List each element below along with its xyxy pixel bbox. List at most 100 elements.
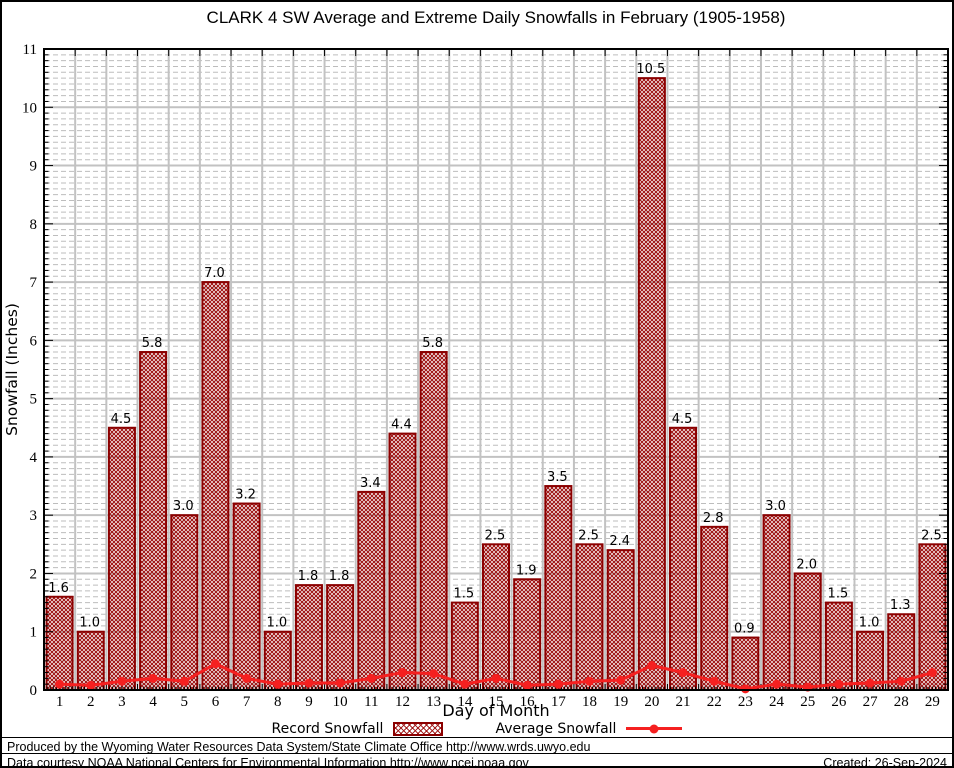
record-bar-day-15 <box>482 543 510 691</box>
record-bar-day-17 <box>544 485 573 691</box>
svg-text:3.4: 3.4 <box>360 476 381 491</box>
record-bar-day-5 <box>170 514 199 691</box>
svg-text:5: 5 <box>181 694 189 710</box>
svg-text:1.6: 1.6 <box>48 581 69 596</box>
record-bar-day-25 <box>793 572 822 691</box>
record-bar-day-11 <box>357 490 386 692</box>
svg-text:27: 27 <box>863 694 879 710</box>
svg-text:6: 6 <box>30 333 38 349</box>
svg-text:26: 26 <box>831 694 847 710</box>
svg-text:13: 13 <box>426 694 441 710</box>
chart-legend: Record Snowfall Average Snowfall <box>0 720 954 737</box>
svg-text:25: 25 <box>800 694 815 710</box>
svg-text:0.9: 0.9 <box>734 622 755 637</box>
svg-text:21: 21 <box>676 694 691 710</box>
svg-text:0: 0 <box>30 683 38 699</box>
svg-text:12: 12 <box>395 694 410 710</box>
footer-line2-text: Data courtesy NOAA National Centers for … <box>7 756 529 768</box>
plot-frame <box>43 48 949 691</box>
svg-text:3.0: 3.0 <box>173 499 194 514</box>
svg-text:11: 11 <box>23 42 37 58</box>
record-bar-day-12 <box>388 432 417 691</box>
svg-text:7: 7 <box>243 694 251 710</box>
grid-major <box>45 50 947 689</box>
svg-text:5.8: 5.8 <box>422 336 443 351</box>
record-bar-day-26 <box>824 601 853 691</box>
record-bar-day-3 <box>107 426 136 691</box>
svg-text:1.0: 1.0 <box>266 616 287 631</box>
svg-text:1.5: 1.5 <box>828 587 849 602</box>
average-line-swatch <box>626 724 683 733</box>
record-bar-day-23 <box>731 636 760 692</box>
footer-attribution-2: Data courtesy NOAA National Centers for … <box>0 753 954 768</box>
record-bar-day-9 <box>294 584 323 691</box>
svg-text:2: 2 <box>87 694 95 710</box>
svg-text:23: 23 <box>738 694 753 710</box>
record-bar-swatch <box>393 721 444 736</box>
svg-text:15: 15 <box>489 694 504 710</box>
svg-text:2: 2 <box>30 566 38 582</box>
record-bar-day-1 <box>45 595 74 691</box>
svg-text:1.8: 1.8 <box>329 569 350 584</box>
svg-text:5: 5 <box>30 392 38 408</box>
record-bar-day-4 <box>139 351 168 691</box>
svg-text:7: 7 <box>30 275 38 291</box>
svg-text:10: 10 <box>333 694 348 710</box>
svg-text:5.8: 5.8 <box>142 336 163 351</box>
footer-created-text: Created: 26-Sep-2024 <box>823 756 947 768</box>
svg-text:14: 14 <box>457 694 473 710</box>
record-bar-day-7 <box>232 502 261 692</box>
average-snowfall-markers <box>55 659 937 694</box>
svg-text:20: 20 <box>644 694 659 710</box>
svg-text:7.0: 7.0 <box>204 266 225 281</box>
svg-text:3.2: 3.2 <box>235 488 256 503</box>
svg-text:22: 22 <box>707 694 722 710</box>
record-bar-day-19 <box>606 549 635 691</box>
svg-text:6: 6 <box>212 694 220 710</box>
snowfall-chart-svg: 1.6 1.0 4.5 5.8 3.0 7.0 3.2 1.0 1.8 1.8 3.4 4.4 5.8 1… <box>3 42 949 710</box>
svg-text:1.5: 1.5 <box>453 587 474 602</box>
bar-value-labels: 1.6 1.0 4.5 5.8 3.0 7.0 3.2 1.0 1.8 1.8 3.4 4.4 5.8 1… <box>48 62 942 636</box>
svg-text:1: 1 <box>56 694 64 710</box>
legend-item-average: Average Snowfall <box>495 720 683 737</box>
svg-text:1.0: 1.0 <box>859 616 880 631</box>
record-bar-day-22 <box>700 525 729 691</box>
record-bar-day-10 <box>326 584 355 691</box>
record-bar-day-13 <box>419 351 448 691</box>
record-bar-day-6 <box>201 281 230 691</box>
svg-text:29: 29 <box>925 694 940 710</box>
svg-text:10.5: 10.5 <box>636 62 665 77</box>
svg-text:1: 1 <box>30 625 38 641</box>
record-snowfall-bars <box>45 77 947 692</box>
average-marker-dot <box>649 724 659 733</box>
svg-text:2.5: 2.5 <box>485 528 506 543</box>
svg-text:2.5: 2.5 <box>921 528 942 543</box>
legend-average-label: Average Snowfall <box>495 720 617 737</box>
svg-text:3: 3 <box>118 694 126 710</box>
svg-text:17: 17 <box>551 694 567 710</box>
y-tick-labels: 0 1 2 3 4 5 6 7 8 9 10 11 <box>22 42 38 699</box>
svg-text:4.4: 4.4 <box>391 418 412 433</box>
record-bar-day-14 <box>450 601 479 691</box>
svg-text:4: 4 <box>149 694 157 710</box>
record-bar-day-20 <box>637 77 666 692</box>
svg-text:8: 8 <box>30 217 38 233</box>
y-axis-title: Snowfall (Inches) <box>3 303 21 436</box>
svg-text:28: 28 <box>894 694 909 710</box>
svg-text:2.0: 2.0 <box>796 557 817 572</box>
svg-text:3: 3 <box>30 508 38 524</box>
x-tick-labels: 1 2 3 4 5 6 7 8 9 10 11 12 13 14 15 16 17 18 19 20 21 22 23 24 2… <box>56 694 940 710</box>
record-bar-day-21 <box>669 426 698 691</box>
record-bar-day-2 <box>76 630 105 692</box>
record-bar-day-29 <box>918 543 947 691</box>
svg-text:4: 4 <box>30 450 38 466</box>
svg-text:18: 18 <box>582 694 597 710</box>
record-bar-day-24 <box>762 514 791 691</box>
svg-text:9: 9 <box>30 159 38 175</box>
footer-line1-text: Produced by the Wyoming Water Resources … <box>7 740 591 754</box>
footer-attribution-1: Produced by the Wyoming Water Resources … <box>0 737 954 754</box>
chart-title: CLARK 4 SW Average and Extreme Daily Sno… <box>206 8 786 27</box>
svg-text:11: 11 <box>364 694 378 710</box>
svg-text:2.8: 2.8 <box>703 511 724 526</box>
